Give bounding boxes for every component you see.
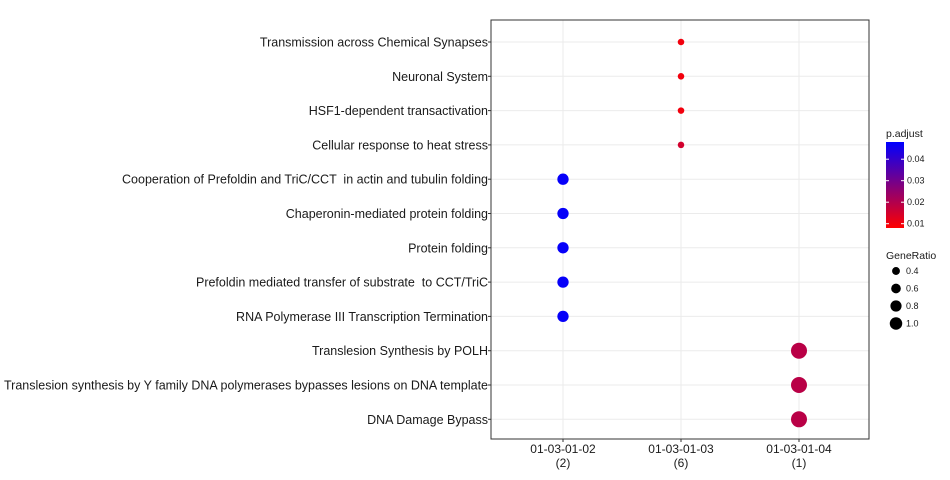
y-tick-label: DNA Damage Bypass: [367, 413, 488, 427]
data-point: [557, 173, 569, 185]
size-legend: GeneRatio 0.4 0.6 0.8 1.0: [886, 250, 936, 330]
data-point: [677, 38, 685, 46]
data-point: [557, 276, 569, 288]
data-point: [557, 207, 569, 220]
y-axis-labels: Transmission across Chemical Synapses Neu…: [4, 36, 491, 427]
plot-panel-border: [490, 19, 870, 440]
size-legend-label: 0.8: [906, 301, 919, 311]
y-tick-label: Translesion Synthesis by POLH: [312, 344, 488, 358]
color-legend-title: p.adjust: [886, 128, 923, 140]
y-tick-label: Chaperonin-mediated protein folding: [286, 207, 488, 221]
y-tick-label: Prefoldin mediated transfer of substrate…: [196, 276, 488, 290]
size-legend-label: 1.0: [906, 319, 919, 329]
data-points: [557, 38, 807, 428]
data-point: [677, 107, 685, 114]
size-legend-dot: [891, 283, 901, 294]
color-legend-label: 0.03: [907, 176, 925, 186]
size-legend-title: GeneRatio: [886, 250, 936, 262]
y-tick-label: Translesion synthesis by Y family DNA po…: [4, 379, 488, 393]
color-legend-label: 0.02: [907, 197, 925, 207]
y-tick-label: HSF1-dependent transactivation: [309, 104, 488, 118]
data-point: [557, 310, 569, 323]
data-point: [677, 141, 685, 149]
color-legend-label: 0.04: [907, 154, 925, 164]
y-tick-label: Cooperation of Prefoldin and TriC/CCT in…: [122, 173, 488, 187]
size-legend-dot: [890, 300, 902, 312]
x-tick-count: (1): [792, 456, 807, 470]
x-tick-label: 01-03-01-02: [530, 442, 596, 456]
size-legend-label: 0.4: [906, 266, 919, 276]
grid-lines: [491, 20, 869, 439]
y-tick-label: Protein folding: [408, 241, 488, 255]
data-point: [791, 411, 807, 428]
x-tick-label: 01-03-01-03: [648, 442, 714, 456]
color-legend-label: 0.01: [907, 219, 925, 229]
color-legend-bar: [886, 142, 904, 228]
data-point: [557, 242, 569, 254]
data-point: [677, 73, 685, 80]
y-tick-label: RNA Polymerase III Transcription Termina…: [236, 310, 488, 324]
data-point: [791, 377, 807, 393]
x-tick-count: (2): [556, 456, 571, 470]
size-legend-dot: [892, 267, 900, 275]
size-legend-dot: [889, 317, 903, 330]
y-tick-label: Transmission across Chemical Synapses: [260, 36, 488, 50]
data-point: [791, 342, 807, 359]
y-tick-label: Neuronal System: [392, 70, 488, 84]
x-axis-labels: 01-03-01-02(2) 01-03-01-03(6) 01-03-01-04(…: [530, 439, 832, 470]
size-legend-label: 0.6: [906, 284, 919, 294]
y-tick-label: Cellular response to heat stress: [312, 138, 488, 152]
x-tick-label: 01-03-01-04: [766, 442, 832, 456]
x-tick-count: (6): [674, 456, 689, 470]
color-legend: p.adjust 0.01 0.02 0.03 0.04: [886, 128, 925, 229]
